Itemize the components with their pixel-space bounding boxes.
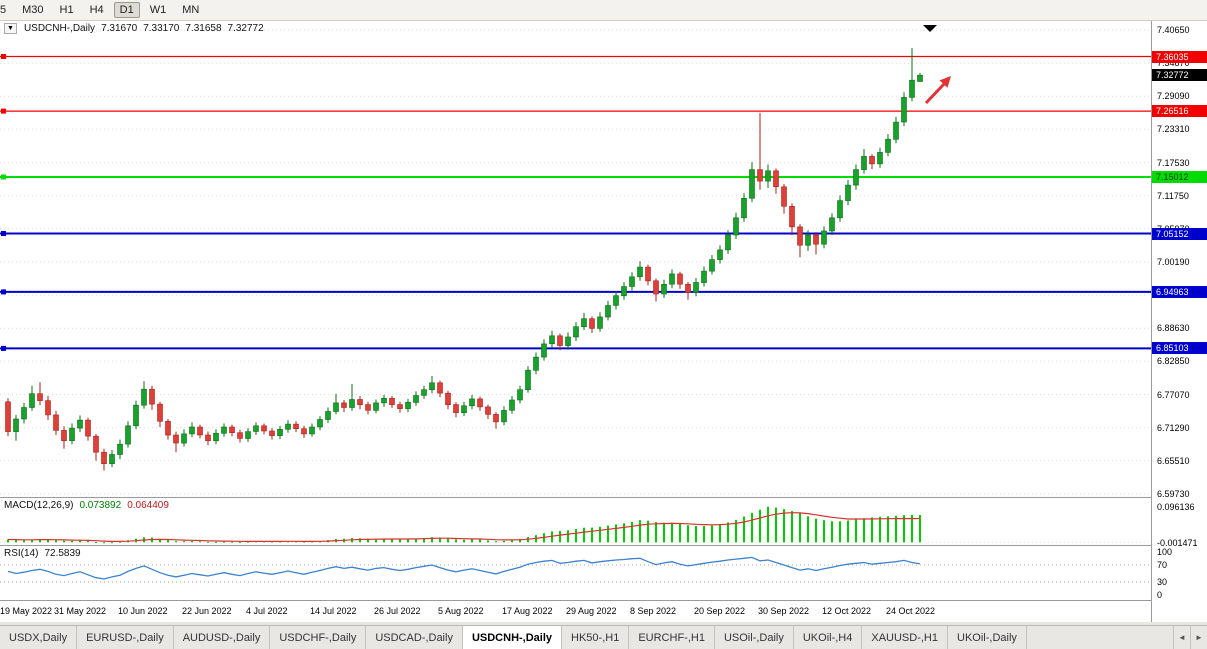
rsi-axis-label: 70 bbox=[1157, 560, 1168, 570]
macd-axis-label: -0.001471 bbox=[1157, 537, 1198, 548]
date-axis: 19 May 2022 31 May 2022 10 Jun 2022 22 Jun … bbox=[0, 601, 1151, 622]
rsi-label: RSI(14) 72.5839 bbox=[4, 548, 81, 559]
price-level-badge: 6.94963 bbox=[1152, 285, 1207, 298]
tab-usoil-daily[interactable]: USOil-,Daily bbox=[714, 626, 794, 649]
price-axis: 7.40650 7.34870 7.29090 7.23310 7.17530 7.117… bbox=[1151, 21, 1207, 622]
rsi-chart-canvas[interactable] bbox=[0, 546, 1151, 600]
tab-ukoil-h4[interactable]: UKOil-,H4 bbox=[793, 626, 863, 649]
y-axis-label: 7.00190 bbox=[1157, 257, 1190, 267]
x-axis-label: 17 Aug 2022 bbox=[502, 606, 553, 616]
chart-title-symbol: USDCNH-,Daily bbox=[23, 23, 96, 34]
chart-tabbar: USDX,Daily EURUSD-,Daily AUDUSD-,Daily USDC… bbox=[0, 625, 1207, 649]
current-price-badge: 7.32772 bbox=[1152, 69, 1207, 82]
timeframe-m30[interactable]: M30 bbox=[22, 4, 44, 16]
tab-audusd-daily[interactable]: AUDUSD-,Daily bbox=[173, 626, 271, 649]
macd-label: MACD(12,26,9) 0.073892 0.064409 bbox=[4, 500, 169, 511]
y-axis-label: 7.11750 bbox=[1157, 190, 1189, 201]
candlestick-chart-canvas[interactable] bbox=[0, 21, 1151, 497]
chart-dropdown-icon[interactable]: ▼ bbox=[4, 23, 17, 34]
timeframe-5[interactable]: 5 bbox=[0, 4, 7, 16]
price-level-badge: 7.05152 bbox=[1152, 227, 1207, 240]
x-axis-label: 12 Oct 2022 bbox=[822, 606, 872, 616]
x-axis-label: 30 Sep 2022 bbox=[758, 606, 810, 616]
chart-title-high: 7.33170 bbox=[143, 23, 180, 34]
x-axis-label: 20 Sep 2022 bbox=[694, 606, 746, 616]
macd-indicator-pane[interactable]: MACD(12,26,9) 0.073892 0.064409 bbox=[0, 498, 1151, 546]
timeframe-mn[interactable]: MN bbox=[182, 4, 200, 16]
y-axis-label: 6.88630 bbox=[1157, 323, 1190, 334]
y-axis-label: 6.65510 bbox=[1157, 455, 1190, 466]
x-axis-label: 5 Aug 2022 bbox=[438, 606, 484, 616]
tab-scroll-left-icon[interactable]: ◄ bbox=[1173, 626, 1190, 649]
macd-signal-value: 0.064409 bbox=[127, 500, 169, 511]
price-chart-pane[interactable]: ▼ USDCNH-,Daily 7.31670 7.33170 7.31658 … bbox=[0, 21, 1151, 498]
tab-eurchf-h1[interactable]: EURCHF-,H1 bbox=[629, 626, 715, 649]
tab-eurusd-daily[interactable]: EURUSD-,Daily bbox=[77, 626, 174, 649]
rsi-axis-label: 100 bbox=[1157, 547, 1173, 558]
price-level-badge: 7.26516 bbox=[1152, 105, 1207, 118]
tabbar-spacer bbox=[1027, 626, 1173, 649]
y-axis-label: 6.59730 bbox=[1157, 488, 1190, 499]
tab-scroll-right-icon[interactable]: ► bbox=[1190, 626, 1207, 649]
macd-axis-label: 0.096136 bbox=[1157, 501, 1195, 512]
y-axis-label: 6.82850 bbox=[1157, 356, 1190, 367]
y-axis-label: 7.29090 bbox=[1157, 91, 1190, 102]
rsi-axis-label: 30 bbox=[1157, 577, 1168, 587]
tab-hk50-h1[interactable]: HK50-,H1 bbox=[562, 626, 630, 649]
tab-usdcad-daily[interactable]: USDCAD-,Daily bbox=[366, 626, 463, 649]
x-axis-label: 29 Aug 2022 bbox=[566, 606, 617, 616]
x-axis-label: 22 Jun 2022 bbox=[182, 606, 232, 616]
tab-usdcnh-daily[interactable]: USDCNH-,Daily bbox=[462, 626, 563, 649]
timeframe-h1[interactable]: H1 bbox=[59, 4, 74, 16]
x-axis-label: 8 Sep 2022 bbox=[630, 606, 677, 616]
chart-title-close: 7.32772 bbox=[227, 23, 264, 34]
chart-title-open: 7.31670 bbox=[101, 23, 138, 34]
y-axis-label: 7.23310 bbox=[1157, 124, 1190, 135]
x-axis-label: 26 Jul 2022 bbox=[374, 606, 421, 616]
tab-usdchf-daily[interactable]: USDCHF-,Daily bbox=[270, 626, 367, 649]
rsi-name: RSI(14) bbox=[4, 548, 39, 559]
rsi-value: 72.5839 bbox=[44, 548, 81, 559]
trend-arrow-annotation bbox=[924, 76, 951, 105]
y-axis-label: 7.17530 bbox=[1157, 157, 1190, 168]
macd-main-value: 0.073892 bbox=[79, 500, 122, 511]
price-level-badge: 7.36035 bbox=[1152, 50, 1207, 63]
y-axis-label: 6.71290 bbox=[1157, 422, 1190, 433]
x-axis-label: 10 Jun 2022 bbox=[118, 606, 168, 616]
chart-title-low: 7.31658 bbox=[185, 23, 222, 34]
macd-name: MACD(12,26,9) bbox=[4, 500, 74, 511]
y-axis-label: 7.34870 bbox=[1157, 58, 1190, 69]
timeframe-d1[interactable]: D1 bbox=[113, 2, 140, 18]
macd-chart-canvas[interactable] bbox=[0, 498, 1151, 545]
rsi-indicator-pane[interactable]: RSI(14) 72.5839 bbox=[0, 546, 1151, 601]
x-axis-label: 19 May 2022 bbox=[0, 606, 53, 616]
tab-xauusd-h1[interactable]: XAUUSD-,H1 bbox=[862, 626, 948, 649]
x-axis-label: 31 May 2022 bbox=[54, 606, 107, 616]
tab-ukoil-daily[interactable]: UKOil-,Daily bbox=[948, 626, 1027, 649]
x-axis-label: 24 Oct 2022 bbox=[886, 606, 936, 616]
price-level-badge: 7.15012 bbox=[1152, 171, 1207, 183]
price-level-badge: 6.85103 bbox=[1152, 342, 1207, 355]
timeframe-w1[interactable]: W1 bbox=[149, 4, 167, 16]
time-marker-icon bbox=[923, 25, 937, 32]
rsi-axis-label: 0 bbox=[1157, 589, 1163, 600]
x-axis-label: 4 Jul 2022 bbox=[246, 606, 288, 616]
x-axis-label: 14 Jul 2022 bbox=[310, 606, 357, 616]
y-axis-label: 6.77070 bbox=[1157, 389, 1190, 400]
chart-title: ▼ USDCNH-,Daily 7.31670 7.33170 7.31658 … bbox=[4, 23, 264, 34]
y-axis-label: 7.40650 bbox=[1157, 25, 1190, 36]
timeframe-h4[interactable]: H4 bbox=[89, 4, 104, 16]
timeframe-toolbar: 5 M30 H1 H4 D1 W1 MN bbox=[0, 0, 1207, 21]
tab-usdx-daily[interactable]: USDX,Daily bbox=[0, 626, 78, 649]
